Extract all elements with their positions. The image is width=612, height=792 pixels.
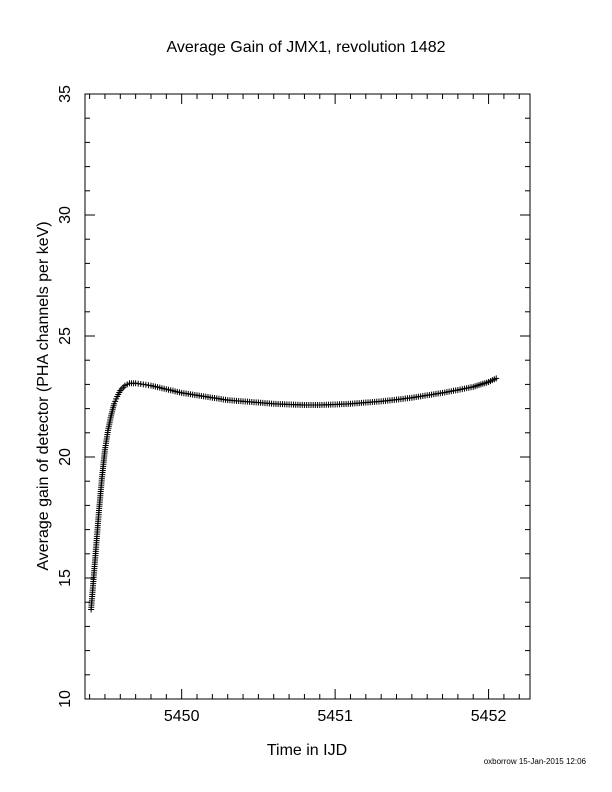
data-point [493, 375, 500, 382]
axis-tick-labels: 10 15 20 25 30 35 5450 5451 5452 [57, 85, 506, 725]
x-tick-label: 5452 [471, 708, 507, 725]
chart-title: Average Gain of JMX1, revolution 1482 [167, 39, 446, 56]
y-tick-label: 15 [57, 569, 74, 587]
y-axis-label: Average gain of detector (PHA channels p… [35, 221, 52, 570]
footer-credit: oxborrow 15-Jan-2015 12:06 [484, 757, 587, 766]
y-tick-label: 30 [57, 206, 74, 224]
y-tick-label: 35 [57, 85, 74, 103]
x-tick-label: 5451 [317, 708, 353, 725]
y-tick-label: 25 [57, 327, 74, 345]
x-tick-label: 5450 [164, 708, 200, 725]
plot-frame [84, 93, 531, 700]
y-tick-label: 10 [57, 690, 74, 708]
axis-ticks [85, 93, 530, 700]
data-series [88, 375, 500, 613]
x-axis-label: Time in IJD [267, 742, 347, 759]
y-tick-label: 20 [57, 448, 74, 466]
